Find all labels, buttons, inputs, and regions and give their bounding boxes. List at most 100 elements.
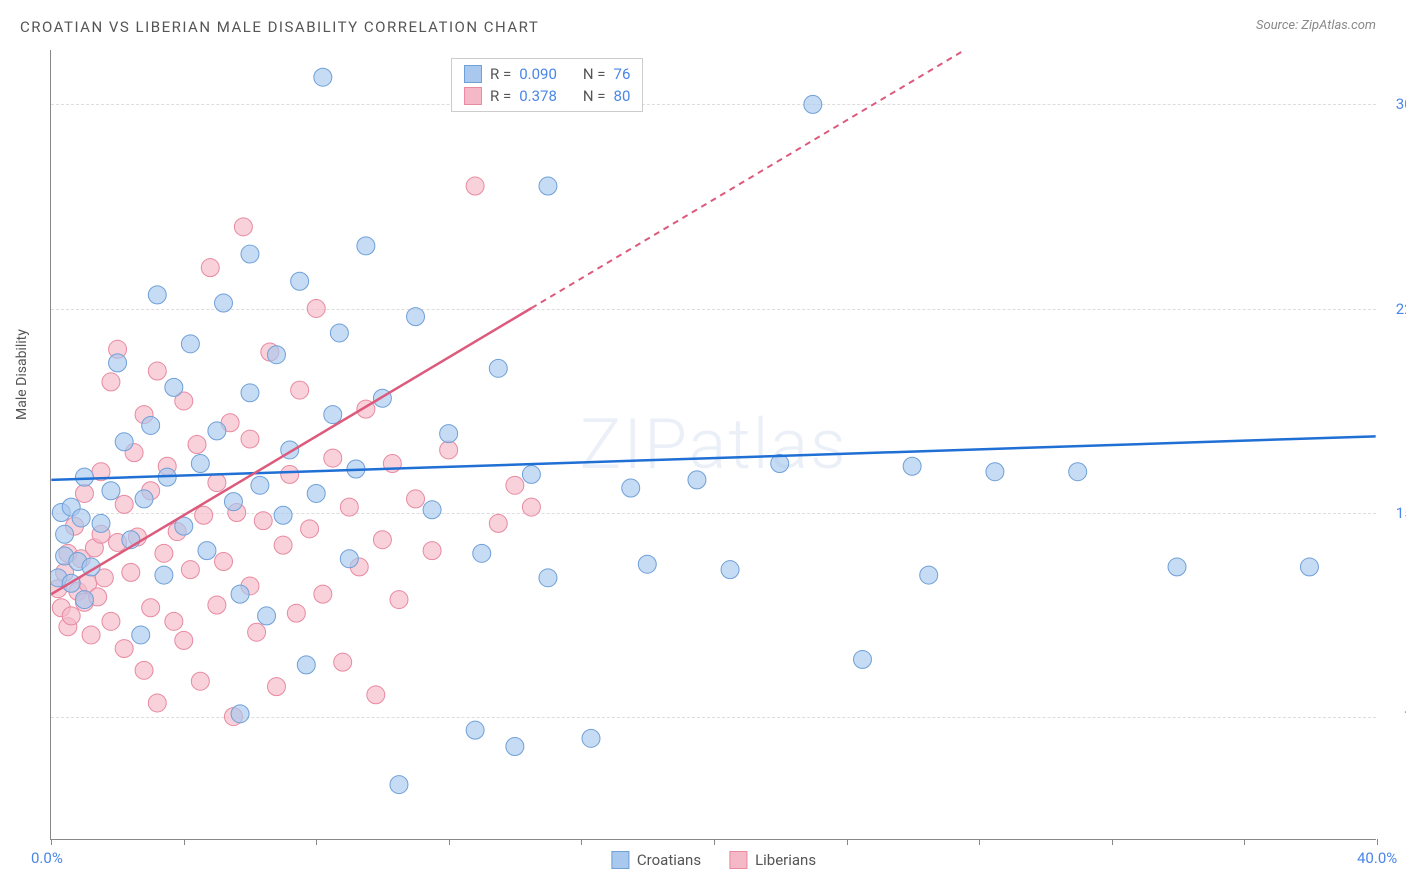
plot-area: ZIPatlas R = 0.090 N = 76 R = 0.378 N = …	[50, 50, 1376, 840]
scatter-point-liberians	[188, 436, 206, 454]
scatter-point-liberians	[248, 623, 266, 641]
scatter-point-liberians	[506, 476, 524, 494]
scatter-point-croatians	[258, 607, 276, 625]
scatter-point-liberians	[241, 430, 259, 448]
scatter-point-croatians	[75, 468, 93, 486]
legend-row-croatians: R = 0.090 N = 76	[464, 63, 630, 85]
scatter-point-liberians	[181, 561, 199, 579]
scatter-point-liberians	[62, 607, 80, 625]
scatter-point-croatians	[181, 335, 199, 353]
scatter-point-liberians	[324, 449, 342, 467]
x-tick-mark	[1377, 839, 1378, 845]
legend-item-liberians: Liberians	[729, 851, 816, 869]
scatter-point-croatians	[72, 509, 90, 527]
scatter-point-croatians	[1069, 463, 1087, 481]
scatter-point-liberians	[373, 531, 391, 549]
x-tick-mark	[184, 839, 185, 845]
y-tick-label: 22.5%	[1381, 300, 1406, 318]
scatter-point-croatians	[804, 95, 822, 113]
scatter-point-croatians	[191, 455, 209, 473]
scatter-point-croatians	[102, 482, 120, 500]
n-value: 76	[614, 65, 631, 83]
scatter-point-croatians	[466, 721, 484, 739]
legend-label: Liberians	[755, 851, 816, 869]
scatter-point-liberians	[142, 599, 160, 617]
scatter-point-croatians	[208, 422, 226, 440]
legend-item-croatians: Croatians	[611, 851, 701, 869]
scatter-point-liberians	[148, 694, 166, 712]
x-tick-mark	[449, 839, 450, 845]
n-label: N =	[583, 87, 606, 105]
scatter-point-croatians	[307, 484, 325, 502]
scatter-point-liberians	[367, 686, 385, 704]
scatter-point-croatians	[75, 591, 93, 609]
scatter-point-liberians	[148, 362, 166, 380]
scatter-point-liberians	[466, 177, 484, 195]
r-value: 0.090	[519, 65, 557, 83]
scatter-point-liberians	[489, 514, 507, 532]
scatter-point-croatians	[853, 650, 871, 668]
scatter-point-liberians	[115, 640, 133, 658]
scatter-point-liberians	[314, 585, 332, 603]
scatter-point-croatians	[231, 585, 249, 603]
x-tick-mark	[1244, 839, 1245, 845]
scatter-point-croatians	[622, 479, 640, 497]
scatter-point-croatians	[539, 569, 557, 587]
scatter-point-croatians	[314, 68, 332, 86]
scatter-point-croatians	[688, 471, 706, 489]
chart-title: CROATIAN VS LIBERIAN MALE DISABILITY COR…	[20, 18, 539, 36]
scatter-point-croatians	[198, 542, 216, 560]
scatter-point-liberians	[423, 542, 441, 560]
scatter-point-croatians	[506, 738, 524, 756]
r-label: R =	[490, 87, 511, 105]
scatter-point-liberians	[291, 381, 309, 399]
x-tick-mark	[581, 839, 582, 845]
x-tick-mark	[847, 839, 848, 845]
source-label: Source: ZipAtlas.com	[1256, 18, 1376, 33]
scatter-point-liberians	[175, 631, 193, 649]
scatter-point-croatians	[1300, 558, 1318, 576]
scatter-point-croatians	[224, 493, 242, 511]
scatter-point-croatians	[241, 245, 259, 263]
scatter-point-liberians	[82, 626, 100, 644]
legend-row-liberians: R = 0.378 N = 80	[464, 85, 630, 107]
scatter-point-liberians	[287, 604, 305, 622]
legend-swatch-pink	[464, 87, 482, 105]
x-tick-mark	[51, 839, 52, 845]
scatter-point-croatians	[215, 294, 233, 312]
scatter-point-croatians	[92, 514, 110, 532]
scatter-point-croatians	[241, 384, 259, 402]
y-axis-label: Male Disability	[14, 329, 30, 420]
scatter-point-croatians	[324, 406, 342, 424]
legend-label: Croatians	[637, 851, 701, 869]
scatter-point-croatians	[473, 544, 491, 562]
scatter-point-liberians	[390, 591, 408, 609]
scatter-point-croatians	[440, 425, 458, 443]
scatter-point-croatians	[721, 561, 739, 579]
scatter-point-croatians	[489, 359, 507, 377]
scatter-point-liberians	[102, 612, 120, 630]
scatter-point-liberians	[234, 218, 252, 236]
scatter-point-croatians	[903, 457, 921, 475]
scatter-point-liberians	[201, 259, 219, 277]
scatter-point-croatians	[357, 237, 375, 255]
scatter-point-liberians	[254, 512, 272, 530]
scatter-point-liberians	[267, 678, 285, 696]
x-tick-label: 0.0%	[31, 849, 63, 867]
scatter-point-croatians	[251, 476, 269, 494]
scatter-point-liberians	[165, 612, 183, 630]
scatter-point-liberians	[191, 672, 209, 690]
scatter-point-croatians	[56, 525, 74, 543]
x-tick-mark	[979, 839, 980, 845]
x-tick-mark	[316, 839, 317, 845]
scatter-point-croatians	[165, 378, 183, 396]
x-tick-label: 40.0%	[1357, 849, 1397, 867]
scatter-point-liberians	[301, 520, 319, 538]
scatter-point-croatians	[920, 566, 938, 584]
scatter-point-liberians	[307, 299, 325, 317]
scatter-point-liberians	[281, 465, 299, 483]
chart-svg	[51, 50, 1376, 839]
y-tick-label: 7.5%	[1381, 708, 1406, 726]
scatter-point-croatians	[115, 433, 133, 451]
scatter-point-croatians	[582, 729, 600, 747]
